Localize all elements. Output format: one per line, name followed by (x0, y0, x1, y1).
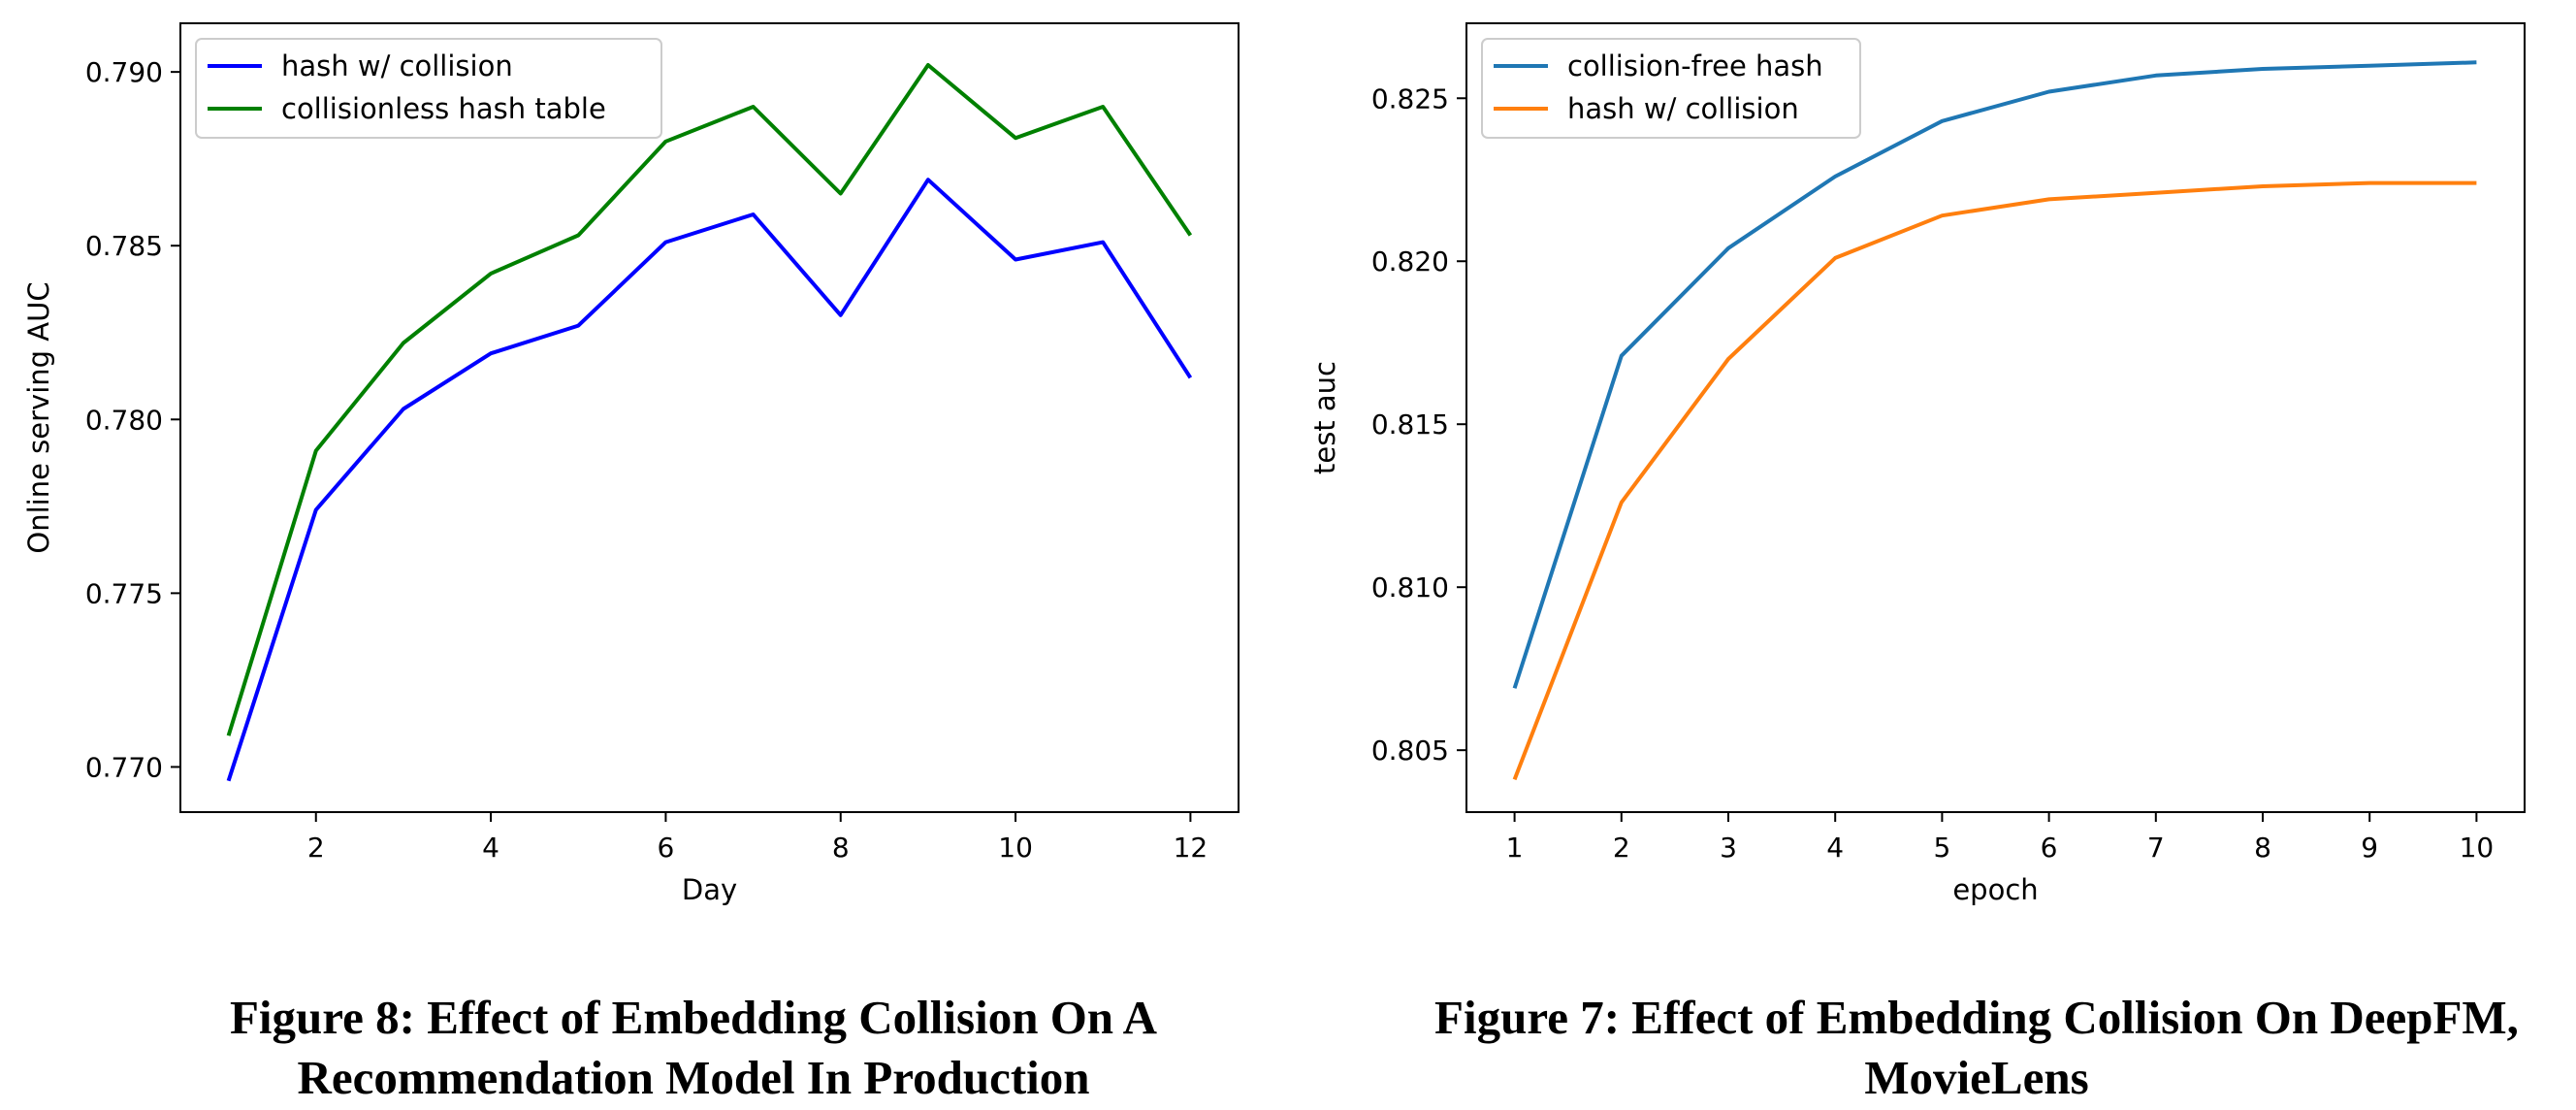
x-tick-label: 8 (2254, 832, 2271, 864)
x-tick-label: 6 (2041, 832, 2058, 864)
y-tick-label: 0.775 (85, 577, 163, 609)
x-tick-label: 2 (1613, 832, 1630, 864)
caption-figure-7: Figure 7: Effect of Embedding Collision … (1434, 991, 2519, 1104)
x-tick-label: 1 (1506, 832, 1524, 864)
x-tick-label: 6 (658, 832, 675, 864)
x-tick-label: 5 (1933, 832, 1950, 864)
x-axis-label: epoch (1952, 873, 2038, 906)
legend-label: collision-free hash (1567, 49, 1823, 82)
x-tick-label: 4 (482, 832, 499, 864)
series-line-collisionless-hash-table (226, 63, 1193, 736)
chart-test-auc-deepfm: 1 2 3 4 5 6 7 8 9 10 0.805 0.810 0.815 0.820 0.825 epoc… (1308, 22, 2526, 906)
y-tick-label: 0.820 (1371, 245, 1449, 278)
x-tick-label: 3 (1720, 832, 1737, 864)
x-axis-label: Day (682, 873, 737, 906)
legend: collision-free hash hash w/ collision (1481, 38, 1861, 139)
y-tick-label: 0.780 (85, 404, 163, 436)
legend-box (1481, 38, 1861, 139)
x-tick-label: 4 (1826, 832, 1844, 864)
legend-label: hash w/ collision (1567, 92, 1799, 125)
caption-figure-8: Figure 8: Effect of Embedding Collision … (229, 991, 1157, 1104)
y-axis-label: test auc (1308, 361, 1341, 474)
x-tick-label: 10 (2460, 832, 2495, 864)
x-tick-label: 9 (2361, 832, 2378, 864)
chart-online-serving-auc: 2 4 6 8 10 12 0.770 0.775 0.780 0.785 0.790 Day Onli… (22, 22, 1240, 906)
legend-box (195, 38, 662, 139)
series-line-hash-w-collision (226, 178, 1193, 782)
legend-label: hash w/ collision (281, 49, 513, 82)
plot-frame (1465, 22, 2526, 813)
legend-label: collisionless hash table (281, 92, 606, 125)
legend: hash w/ collision collisionless hash tabl… (195, 38, 662, 139)
y-tick-label: 0.770 (85, 751, 163, 783)
plot-frame (179, 22, 1240, 813)
y-tick-label: 0.825 (1371, 82, 1449, 114)
x-tick-label: 10 (998, 832, 1033, 864)
y-tick-label: 0.790 (85, 56, 163, 88)
y-tick-label: 0.810 (1371, 571, 1449, 604)
x-tick-label: 7 (2147, 832, 2165, 864)
x-tick-label: 12 (1174, 832, 1208, 864)
y-tick-label: 0.785 (85, 230, 163, 262)
x-tick-label: 8 (832, 832, 850, 864)
x-tick-label: 2 (307, 832, 325, 864)
y-tick-label: 0.805 (1371, 735, 1449, 767)
series-line-collision-free-hash (1512, 60, 2477, 689)
y-axis-label: Online serving AUC (22, 281, 55, 553)
series-line-hash-w-collision (1512, 180, 2477, 781)
y-tick-label: 0.815 (1371, 408, 1449, 441)
